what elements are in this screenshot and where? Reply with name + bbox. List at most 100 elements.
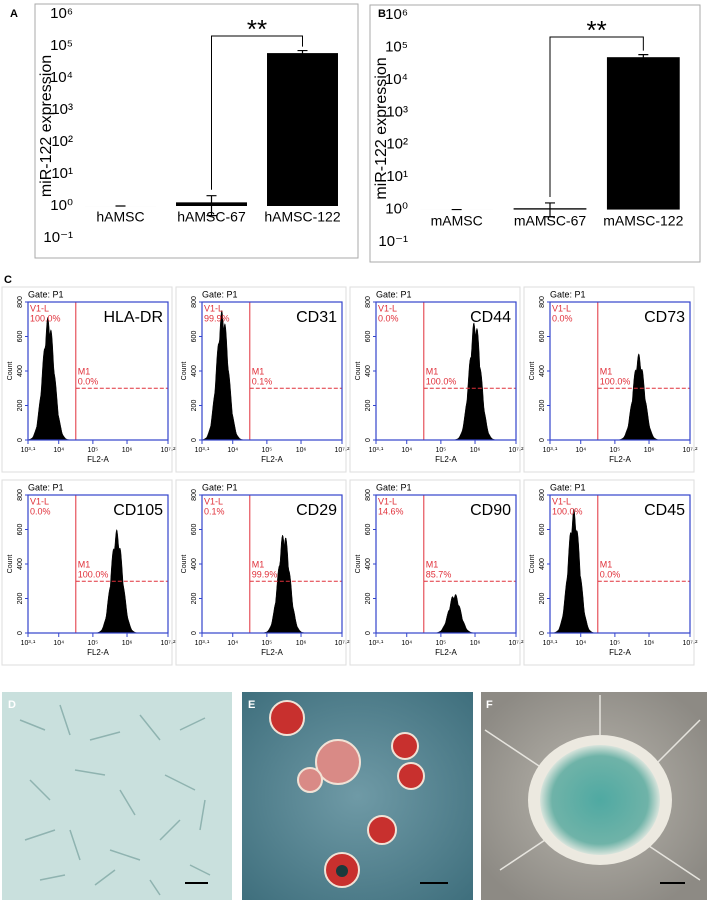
marker-label: CD90 (470, 502, 511, 519)
y-tick-label: 10⁵ (50, 37, 73, 54)
y-tick-label: 600 (365, 524, 372, 536)
panel-label: F (486, 699, 493, 711)
y-tick-label: 400 (17, 365, 24, 377)
x-tick-label: mAMSC (431, 212, 483, 228)
y-tick-label: 10¹ (51, 165, 73, 182)
y-tick-label: 400 (365, 365, 372, 377)
y-tick-label: 10⁰ (50, 197, 73, 214)
y-tick-label: 800 (365, 296, 372, 308)
x-tick-label: hAMSC-67 (177, 209, 246, 225)
x-tick-label: 10⁷·² (161, 447, 177, 454)
flow-panel-bg (349, 286, 521, 473)
micrograph-f (481, 692, 707, 900)
x-tick-label: 10⁶ (296, 447, 307, 454)
y-tick-label: 200 (365, 593, 372, 605)
y-tick-label: 200 (539, 400, 546, 412)
v1-label: V1-L (552, 496, 571, 506)
x-tick-label: hAMSC (96, 209, 144, 225)
y-tick-label: 10⁻¹ (43, 229, 73, 246)
x-tick-label: 10⁶ (122, 447, 133, 454)
y-tick-label: 10⁴ (385, 71, 408, 88)
y-tick-label: 400 (17, 558, 24, 570)
significance-bracket (549, 36, 644, 197)
x-tick-label: 10⁵ (436, 447, 447, 454)
marker-label: CD105 (113, 502, 163, 519)
x-tick-label: 10⁵ (262, 640, 273, 647)
y-axis-label: Count (529, 362, 536, 381)
y-tick-label: 800 (17, 489, 24, 501)
y-tick-label: 0 (17, 438, 24, 442)
x-tick-label: 10⁶ (470, 640, 481, 647)
flow-panel-bg (523, 286, 695, 473)
m1-label: M1 (252, 367, 265, 377)
y-tick-label: 10⁶ (385, 6, 408, 23)
m1-percent: 100.0% (78, 570, 109, 580)
m1-label: M1 (78, 367, 91, 377)
m1-percent: 100.0% (600, 377, 631, 387)
error-bar (545, 202, 555, 218)
flow-panel-bg (349, 479, 521, 666)
y-tick-label: 0 (539, 631, 546, 635)
gate-label: Gate: P1 (550, 482, 586, 492)
y-axis-label: Count (7, 362, 14, 381)
gate-label: Gate: P1 (376, 289, 412, 299)
y-tick-label: 600 (191, 331, 198, 343)
panel-label: E (248, 699, 255, 711)
flow-panel: Gate: P1 V1-L99.9% M10.1% CD31 0 200 400 600 800… (175, 286, 351, 473)
x-tick-label: 10³·¹ (369, 640, 384, 647)
x-tick-label: 10⁴ (53, 447, 64, 454)
x-tick-label: 10³·¹ (195, 447, 210, 454)
y-tick-label: 200 (539, 593, 546, 605)
y-tick-label: 400 (191, 365, 198, 377)
y-axis-label: miR-122 expression (373, 57, 390, 199)
y-tick-label: 800 (191, 489, 198, 501)
y-tick-label: 10⁰ (385, 201, 408, 218)
y-tick-label: 200 (365, 400, 372, 412)
x-tick-label: 10⁷·² (509, 640, 525, 647)
x-axis-label: FL2-A (261, 648, 283, 657)
y-tick-label: 800 (191, 296, 198, 308)
gate-label: Gate: P1 (376, 482, 412, 492)
y-axis-label: Count (529, 555, 536, 574)
gate-label: Gate: P1 (202, 482, 238, 492)
gate-label: Gate: P1 (28, 289, 64, 299)
gate-label: Gate: P1 (202, 289, 238, 299)
y-tick-label: 800 (539, 489, 546, 501)
bar (606, 57, 680, 210)
y-tick-label: 10³ (386, 103, 408, 120)
error-bar (206, 195, 217, 217)
marker-label: CD29 (296, 502, 337, 519)
v1-percent: 0.0% (30, 506, 51, 516)
x-tick-label: 10⁵ (610, 640, 621, 647)
x-axis-label: FL2-A (261, 455, 283, 464)
x-tick-label: 10⁴ (227, 640, 238, 647)
chart-frame (369, 4, 701, 263)
y-tick-label: 0 (365, 631, 372, 635)
x-tick-label: 10⁷·² (161, 640, 177, 647)
m1-label: M1 (600, 560, 613, 570)
v1-label: V1-L (552, 303, 571, 313)
m1-label: M1 (426, 367, 439, 377)
x-tick-label: 10³·¹ (543, 447, 558, 454)
x-tick-label: mAMSC-122 (603, 212, 683, 228)
y-tick-label: 800 (17, 296, 24, 308)
v1-percent: 14.6% (378, 506, 404, 516)
v1-label: V1-L (30, 303, 49, 313)
y-tick-label: 0 (191, 631, 198, 635)
y-axis-label: Count (355, 555, 362, 574)
v1-label: V1-L (378, 303, 397, 313)
x-tick-label: mAMSC-67 (514, 212, 587, 228)
x-tick-label: 10⁷·² (335, 447, 351, 454)
panel-label: B (378, 8, 386, 20)
x-tick-label: 10⁷·² (509, 447, 525, 454)
m1-label: M1 (600, 367, 613, 377)
y-tick-label: 800 (365, 489, 372, 501)
m1-label: M1 (78, 560, 91, 570)
y-tick-label: 0 (17, 631, 24, 635)
y-tick-label: 10⁴ (50, 69, 73, 86)
x-tick-label: 10⁴ (227, 447, 238, 454)
x-tick-label: 10⁶ (296, 640, 307, 647)
